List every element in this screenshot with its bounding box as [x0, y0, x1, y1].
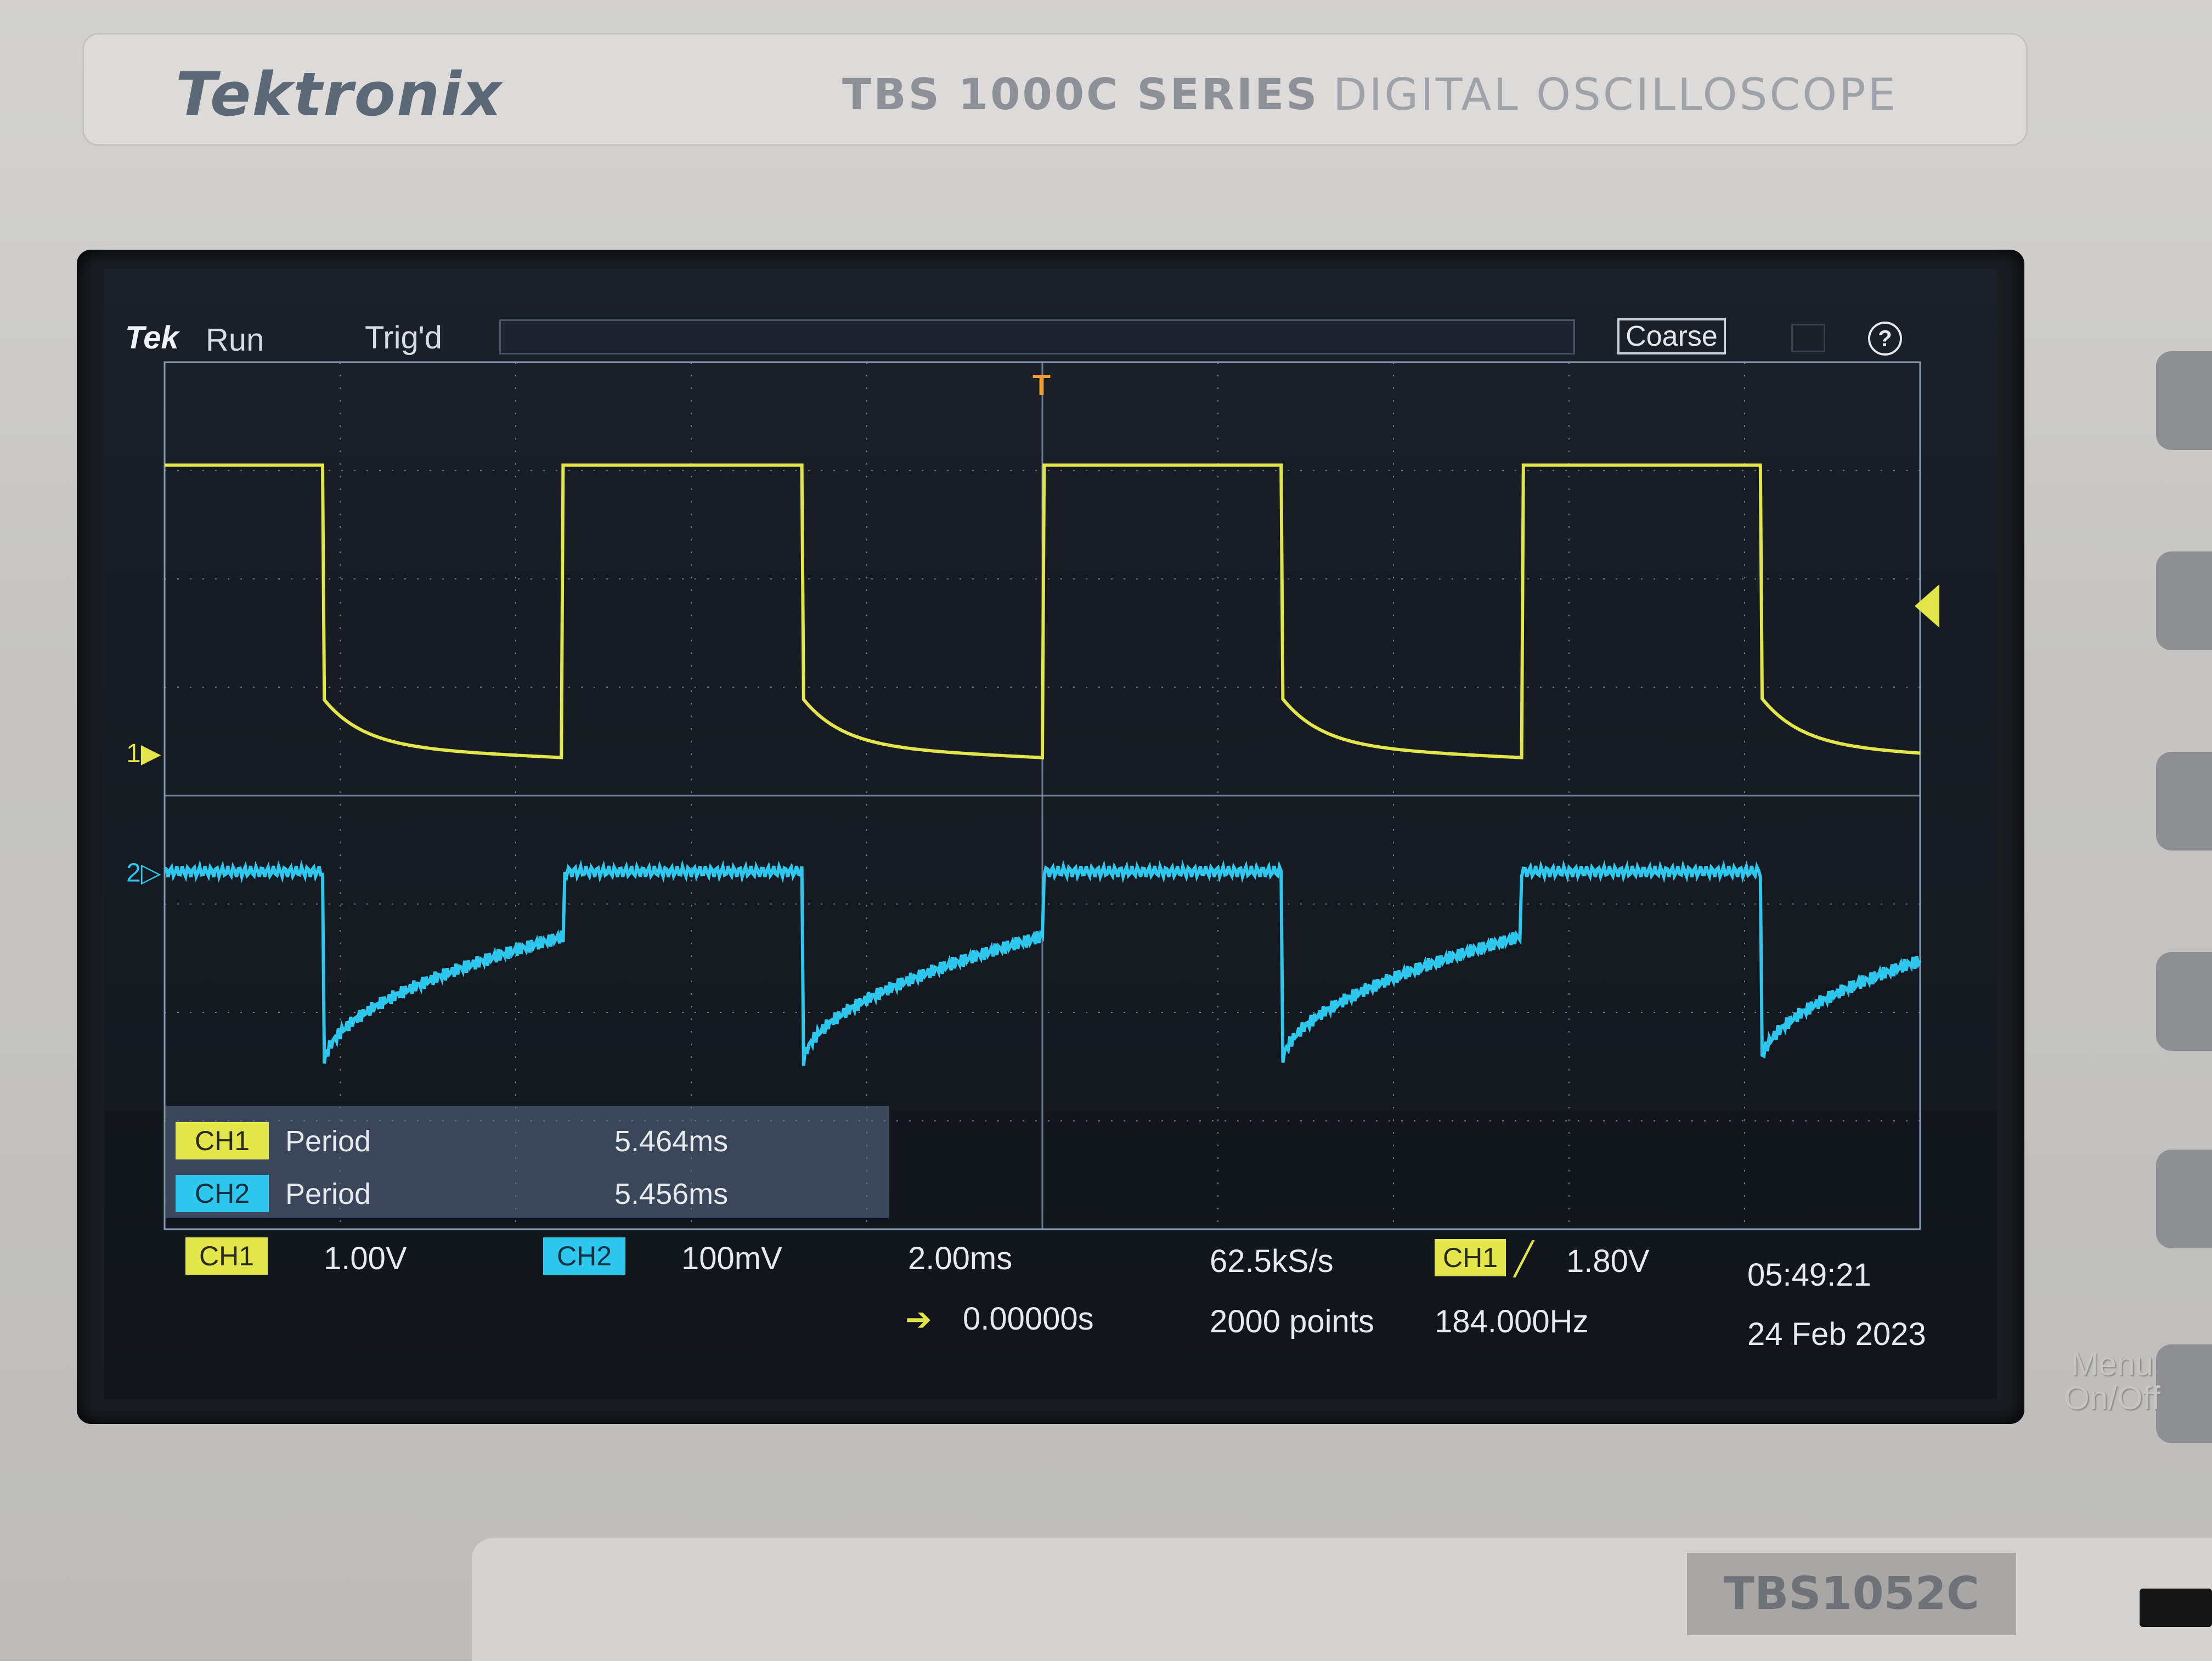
- brand-logo: Tektronix: [176, 59, 503, 129]
- side-button-3[interactable]: [2156, 752, 2212, 851]
- clock-time: 05:49:21: [1747, 1257, 1871, 1293]
- side-button-5[interactable]: [2156, 1150, 2212, 1248]
- meas-ch2-name: Period: [285, 1178, 371, 1210]
- markers: 1▶ 2▷ T: [126, 369, 1939, 887]
- trigger-level: 1.80V: [1566, 1243, 1650, 1279]
- trigger-state: Trig'd: [365, 320, 443, 356]
- ch1-ground-marker: 1▶: [126, 739, 161, 768]
- menu-on-off-label: Menu On/Off: [2064, 1345, 2160, 1416]
- meas-ch1-value: 5.464ms: [614, 1125, 729, 1158]
- run-state: Run: [206, 322, 264, 358]
- side-button-1[interactable]: [2156, 351, 2212, 450]
- ch2-ground-marker: 2▷: [126, 858, 161, 887]
- waveform-display: 1▶ 2▷ T: [126, 361, 1939, 1230]
- measurement-row-ch2: CH2 Period 5.456ms: [176, 1170, 889, 1214]
- model-label: TBS1052C: [1687, 1553, 2016, 1635]
- trigger-level-marker: [1915, 584, 1939, 628]
- ch2-scale: 100mV: [681, 1241, 782, 1276]
- series-label: TBS 1000C SERIES: [842, 70, 1319, 120]
- meas-ch1-name: Period: [285, 1125, 371, 1158]
- tek-logo: Tek: [125, 320, 179, 356]
- ch1-scale-tag[interactable]: CH1: [185, 1237, 268, 1275]
- trigger-position-marker: T: [1032, 369, 1051, 402]
- timebase: 2.00ms: [908, 1241, 1013, 1276]
- export-icon[interactable]: [1791, 324, 1825, 352]
- meas-ch1-tag: CH1: [176, 1122, 269, 1159]
- usb-port: [2140, 1589, 2212, 1627]
- sample-rate: 62.5kS/s: [1210, 1243, 1334, 1279]
- menu-on-off-button[interactable]: [2156, 1344, 2212, 1443]
- ch2-trace: [163, 859, 1922, 1066]
- waveforms: [163, 463, 1922, 1066]
- horizontal-position: 0.00000s: [963, 1301, 1094, 1337]
- record-length: 2000 points: [1210, 1304, 1374, 1339]
- ch1-trace: [165, 463, 1921, 759]
- top-label-band: [82, 33, 2028, 146]
- side-button-4[interactable]: [2156, 952, 2212, 1051]
- product-label: DIGITAL OSCILLOSCOPE: [1333, 69, 1898, 120]
- ch1-scale: 1.00V: [324, 1241, 407, 1276]
- trigger-frequency: 184.000Hz: [1435, 1304, 1589, 1339]
- side-button-2[interactable]: [2156, 551, 2212, 650]
- trigger-source-tag[interactable]: CH1: [1435, 1239, 1506, 1276]
- rising-edge-icon: ╱: [1514, 1241, 1533, 1277]
- meas-ch2-value: 5.456ms: [614, 1178, 729, 1210]
- coarse-button[interactable]: Coarse: [1617, 318, 1726, 354]
- meas-ch2-tag: CH2: [176, 1175, 269, 1212]
- measurement-panel: CH1 Period 5.464ms CH2 Period 5.456ms: [165, 1106, 889, 1218]
- position-arrow-icon: ➔: [905, 1302, 932, 1337]
- scope-screen: Tek Run Trig'd Coarse ? 1▶ 2▷ T CH1 Period…: [104, 269, 1997, 1399]
- ch2-scale-tag[interactable]: CH2: [543, 1237, 625, 1275]
- measurement-row-ch1: CH1 Period 5.464ms: [176, 1118, 889, 1162]
- help-icon[interactable]: ?: [1868, 322, 1902, 356]
- record-position-bar[interactable]: [499, 319, 1575, 354]
- clock-date: 24 Feb 2023: [1747, 1316, 1926, 1352]
